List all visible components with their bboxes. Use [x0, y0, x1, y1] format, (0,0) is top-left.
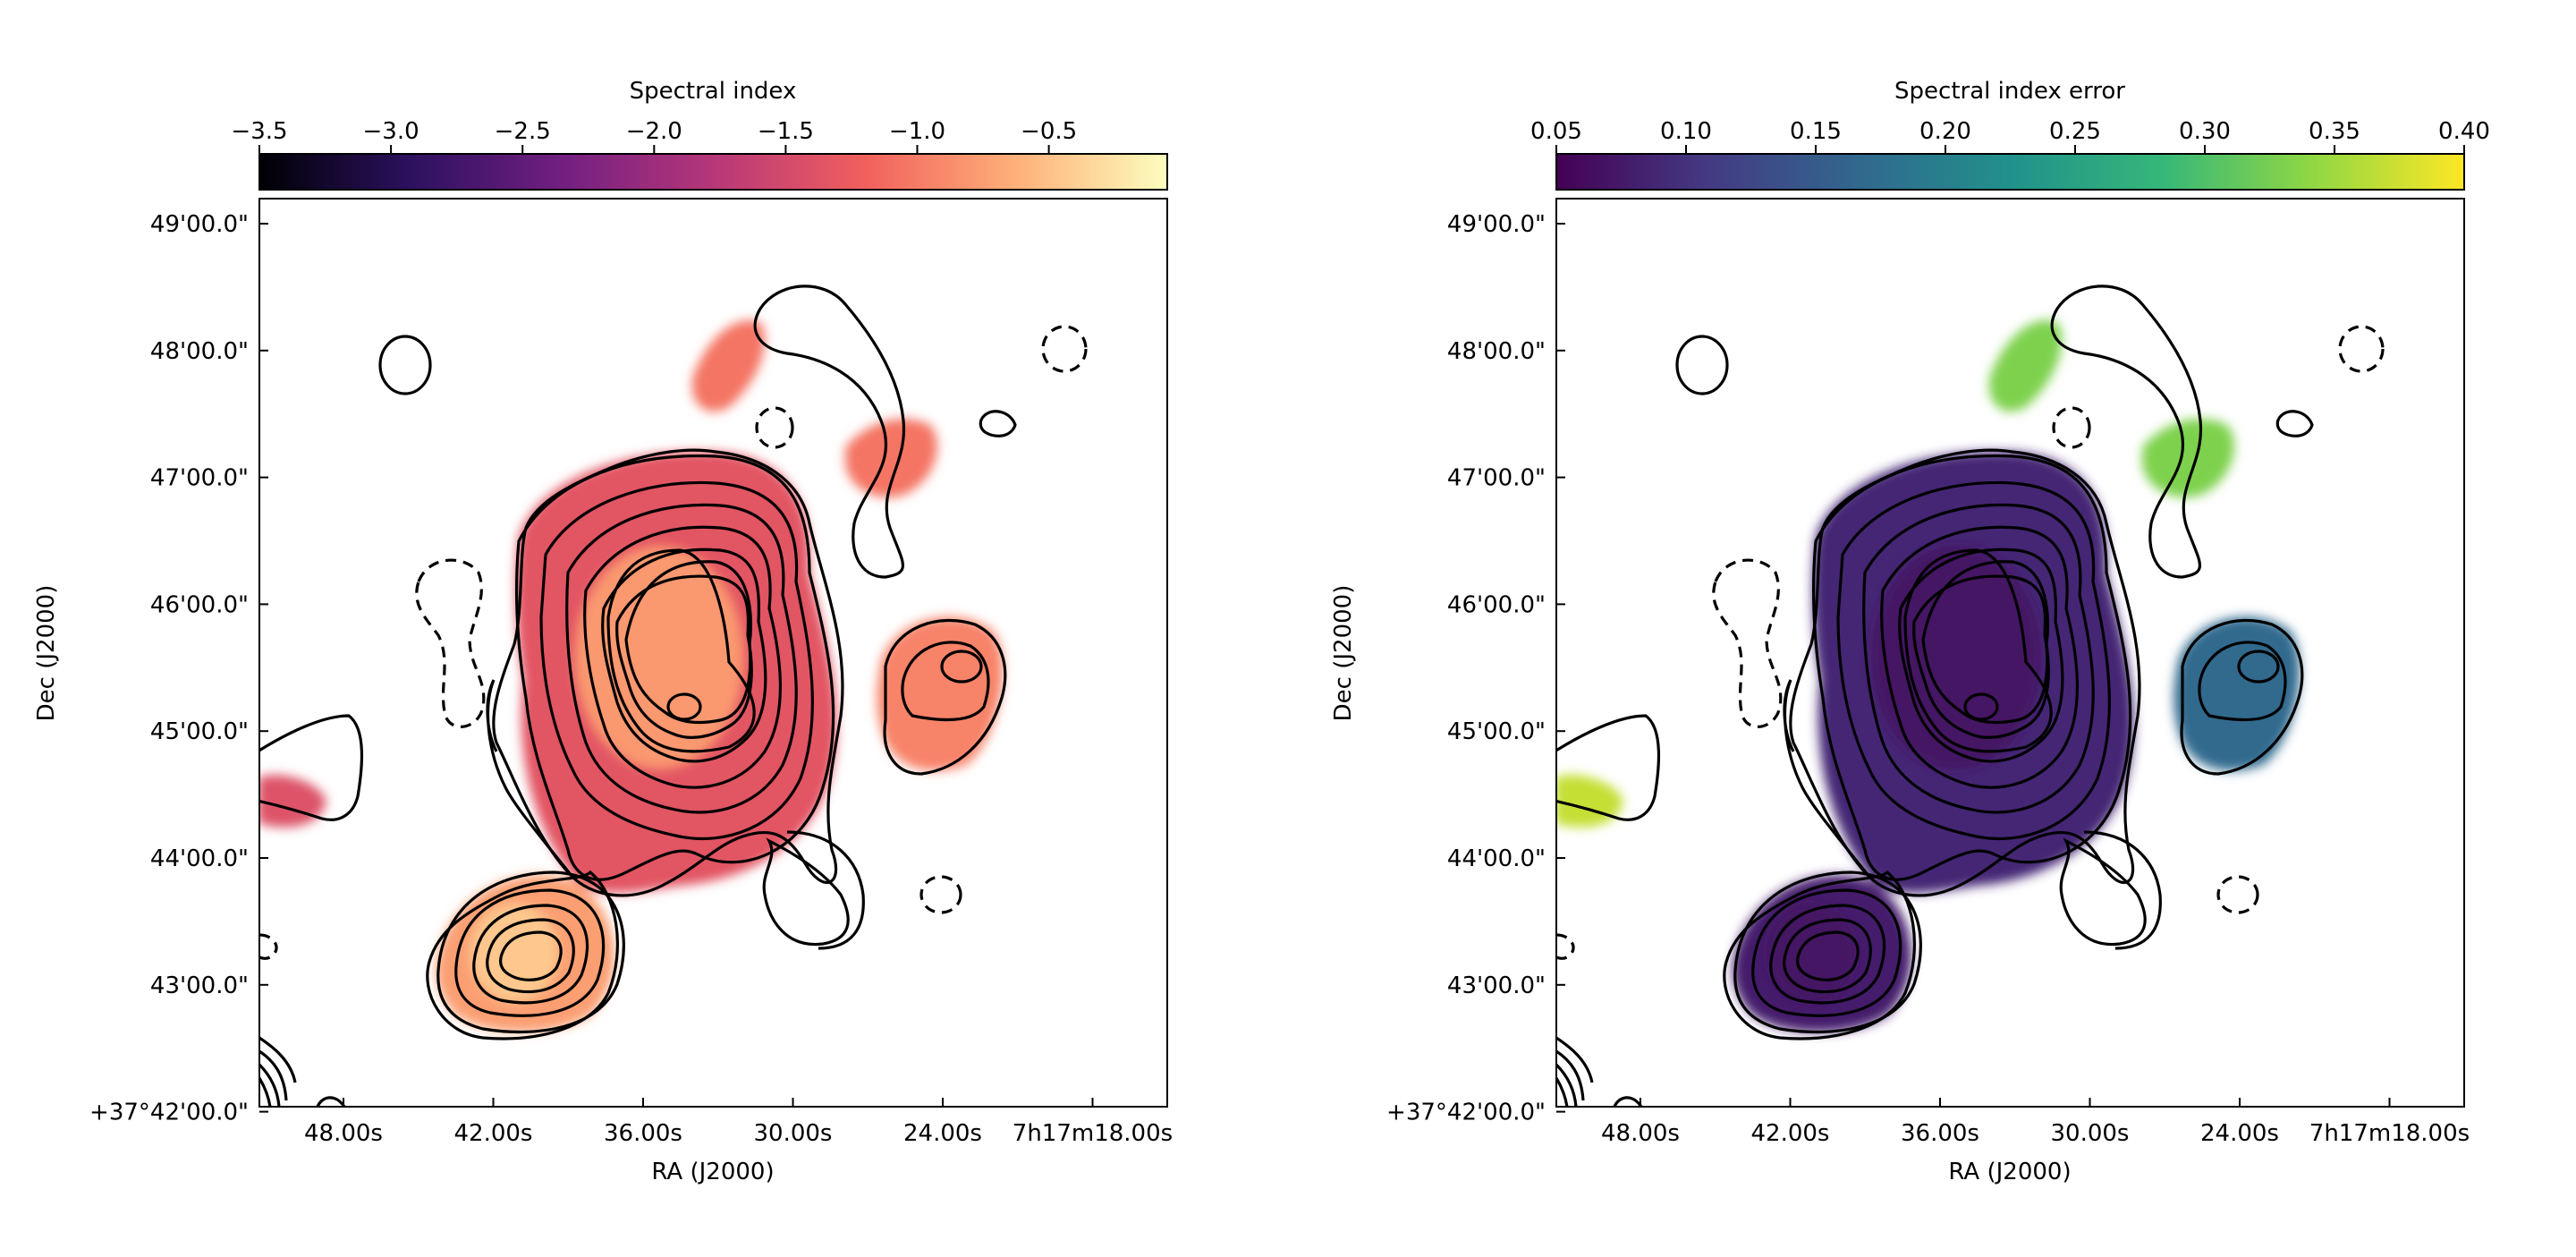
x-axis-ticks: 48.00s 42.00s 36.00s 30.00s 24.00s 7h17m18.00…: [304, 1098, 1173, 1147]
x-tick-label: 30.00s: [2051, 1120, 2130, 1147]
x-tick-label: 42.00s: [454, 1120, 533, 1147]
y-tick-label: 45'00.0": [1447, 718, 1546, 745]
panel-spectral-index-error: Spectral index error 0.05 0.10 0.15 0.20 0.2…: [1330, 78, 2490, 1185]
panel-spectral-index: Spectral index −3.5 −3.0 −2.5 −2.0 −1.5 −1.0−…: [33, 78, 1173, 1185]
colorbar-tick-label: 0.25: [2049, 118, 2101, 145]
x-axis-ticks: 48.00s 42.00s 36.00s 30.00s 24.00s 7h17m18.00…: [1601, 1098, 2470, 1147]
colorbar-tick-label: 0.30: [2179, 118, 2231, 145]
colorbar-ticks: −3.5 −3.0 −2.5 −2.0 −1.5 −1.0 −0.5: [231, 118, 1077, 154]
emission-north-spur: [1988, 320, 2063, 412]
colorbar-tick-label: −2.5: [495, 118, 551, 145]
y-tick-label: +37°42'00.0": [1386, 1100, 1546, 1126]
core-main: [1871, 546, 2041, 769]
x-tick-label: 7h17m18.00s: [2309, 1120, 2470, 1147]
core-main: [574, 546, 744, 769]
y-axis-label: Dec (J2000): [33, 585, 60, 722]
emission-north-spur: [691, 320, 766, 412]
map-image: [1556, 285, 2385, 1107]
colorbar-label: Spectral index error: [1894, 78, 2125, 105]
y-tick-label: 47'00.0": [150, 465, 249, 492]
x-tick-label: 7h17m18.00s: [1013, 1120, 1173, 1147]
y-tick-label: 48'00.0": [150, 338, 249, 365]
colorbar-tick-label: −3.5: [231, 118, 287, 145]
y-tick-label: 48'00.0": [1447, 338, 1546, 365]
emission-east: [2174, 616, 2301, 771]
emission-north-tail: [2142, 419, 2234, 497]
map-frame: [258, 198, 1168, 1108]
colorbar-tick-label: 0.05: [1530, 118, 1582, 145]
y-axis-ticks: 49'00.0" 48'00.0" 47'00.0" 46'00.0" 45'00.0"…: [1386, 211, 1565, 1126]
colorbar: [258, 153, 1168, 191]
y-tick-label: 46'00.0": [1447, 591, 1546, 618]
colorbar-label: Spectral index: [630, 78, 797, 105]
y-tick-label: +37°42'00.0": [89, 1100, 249, 1126]
map-image: [1556, 285, 2385, 1107]
x-tick-label: 48.00s: [304, 1120, 383, 1147]
x-tick-label: 48.00s: [1601, 1120, 1680, 1147]
y-tick-label: 44'00.0": [1447, 845, 1546, 872]
y-tick-label: 45'00.0": [150, 718, 249, 745]
x-axis-label: RA (J2000): [651, 1159, 774, 1185]
x-tick-label: 24.00s: [903, 1120, 982, 1147]
y-axis-label: Dec (J2000): [1330, 585, 1357, 722]
x-tick-label: 36.00s: [604, 1120, 682, 1147]
colorbar-ticks: 0.05 0.10 0.15 0.20 0.25 0.30 0.35 0.40: [1530, 118, 2490, 154]
x-tick-label: 42.00s: [1751, 1120, 1830, 1147]
y-tick-label: 44'00.0": [150, 845, 249, 872]
colorbar-tick-label: 0.20: [1919, 118, 1971, 145]
x-tick-label: 30.00s: [754, 1120, 833, 1147]
colorbar-tick-label: 0.40: [2438, 118, 2490, 145]
y-tick-label: 43'00.0": [150, 972, 249, 999]
colorbar-tick-label: −3.0: [363, 118, 419, 145]
y-tick-label: 46'00.0": [150, 591, 249, 618]
x-axis-label: RA (J2000): [1948, 1159, 2071, 1185]
y-axis-ticks: 49'00.0" 48'00.0" 47'00.0" 46'00.0" 45'00.0"…: [89, 211, 268, 1126]
y-tick-label: 49'00.0": [1447, 211, 1546, 238]
colorbar: [1555, 153, 2465, 191]
y-tick-label: 47'00.0": [1447, 465, 1546, 492]
map-frame: [1555, 198, 2465, 1108]
contours: [1556, 285, 2385, 1107]
emission-north-tail: [845, 419, 937, 497]
colorbar-tick-label: 0.15: [1790, 118, 1842, 145]
colorbar-tick-label: −1.0: [889, 118, 945, 145]
core-southwest: [1767, 904, 1856, 1002]
emission-east: [877, 616, 1004, 771]
contours: [259, 285, 1088, 1107]
colorbar-tick-label: 0.10: [1660, 118, 1712, 145]
colorbar-tick-label: −0.5: [1021, 118, 1077, 145]
map-image: [259, 285, 1088, 1107]
y-tick-label: 43'00.0": [1447, 972, 1546, 999]
colorbar-tick-label: −1.5: [758, 118, 814, 145]
x-tick-label: 24.00s: [2200, 1120, 2279, 1147]
y-tick-label: 49'00.0": [150, 211, 249, 238]
x-tick-label: 36.00s: [1901, 1120, 1979, 1147]
core-southwest: [470, 904, 559, 1002]
colorbar-tick-label: 0.35: [2309, 118, 2360, 145]
colorbar-tick-label: −2.0: [626, 118, 682, 145]
